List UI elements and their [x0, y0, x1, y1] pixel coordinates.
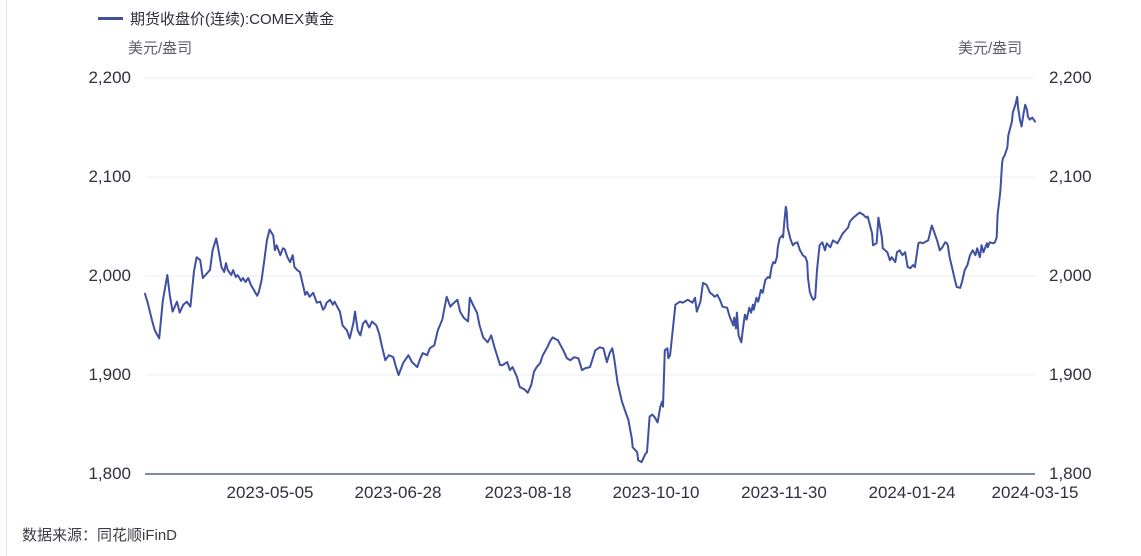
data-source-label: 数据来源：同花顺iFinD	[22, 527, 178, 544]
y-tick-label-right: 2,000	[1049, 266, 1092, 285]
y-tick-label-right: 1,900	[1049, 365, 1092, 384]
y-tick-label-right: 2,100	[1049, 167, 1092, 186]
x-tick-label: 2023-05-05	[226, 483, 314, 502]
x-tick-label: 2023-06-28	[354, 483, 442, 502]
legend: 期货收盘价(连续):COMEX黄金	[98, 9, 335, 28]
x-tick-label: 2023-10-10	[612, 483, 700, 502]
legend-line-marker	[98, 16, 123, 20]
y-tick-label-left: 2,000	[88, 266, 131, 285]
x-tick-label: 2023-11-30	[741, 483, 827, 502]
y-tick-label-left: 1,900	[88, 365, 131, 384]
price-line	[144, 95, 1036, 464]
right-axis-unit-label: 美元/盎司	[958, 40, 1023, 57]
x-tick-label: 2023-08-18	[484, 483, 572, 502]
y-tick-label-left: 1,800	[88, 464, 131, 483]
x-tick-label: 2024-01-24	[868, 483, 956, 502]
left-border-line	[6, 0, 7, 556]
y-tick-label-right: 1,800	[1049, 464, 1092, 483]
y-tick-label-left: 2,200	[88, 68, 131, 87]
legend-series-label: 期货收盘价(连续):COMEX黄金	[130, 10, 335, 28]
left-axis-unit-label: 美元/盎司	[128, 40, 193, 57]
x-tick-label: 2024-03-15	[991, 483, 1079, 502]
y-tick-label-right: 2,200	[1049, 68, 1092, 87]
y-tick-label-left: 2,100	[88, 167, 131, 186]
